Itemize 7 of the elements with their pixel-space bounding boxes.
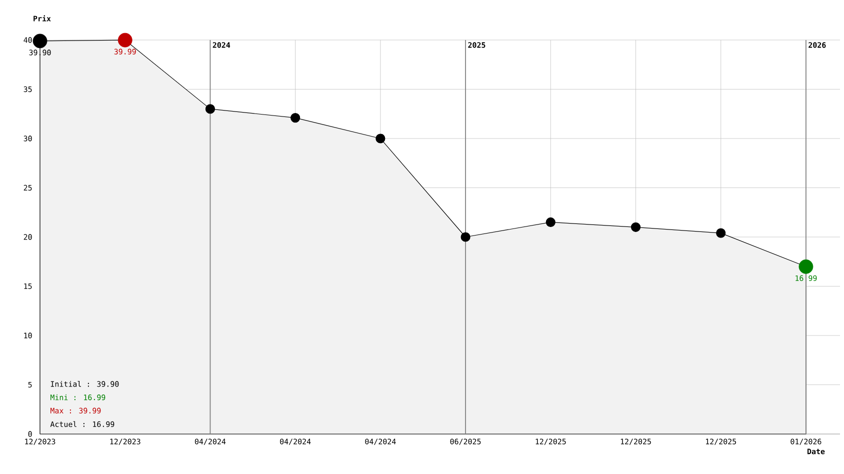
point xyxy=(290,113,300,123)
point xyxy=(376,134,386,144)
point xyxy=(546,217,556,228)
point xyxy=(630,222,641,232)
point xyxy=(716,228,726,238)
point xyxy=(460,232,470,242)
point xyxy=(205,104,216,114)
